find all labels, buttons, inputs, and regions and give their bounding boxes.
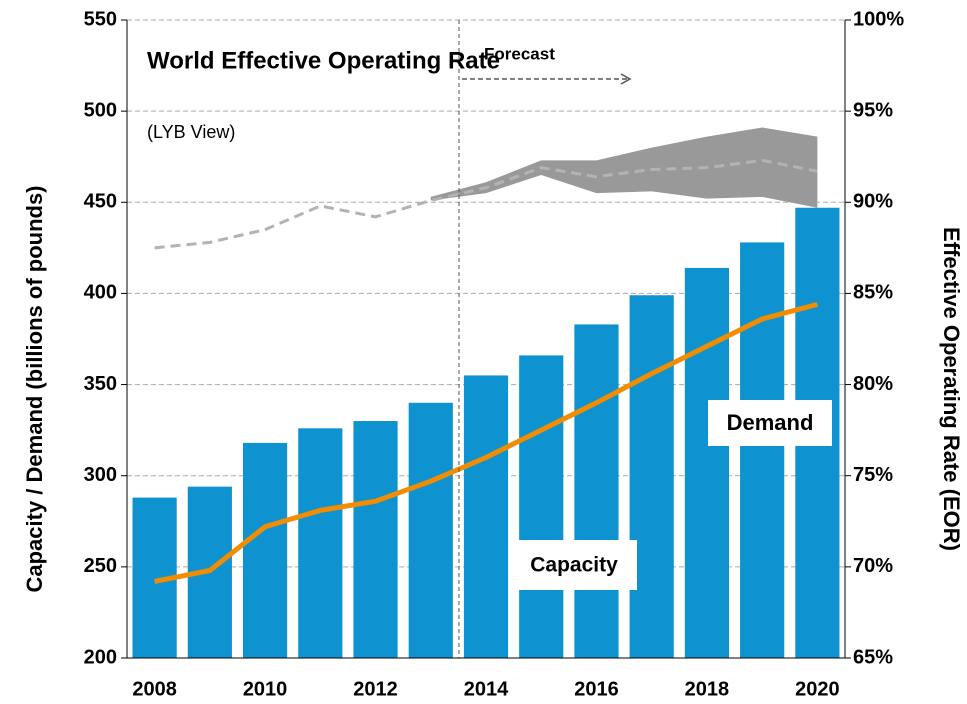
bar xyxy=(519,355,564,658)
rate-line xyxy=(154,158,818,250)
y2-tick-label: 90% xyxy=(853,191,893,213)
y-tick-label: 400 xyxy=(84,282,117,304)
y-tick-label: 300 xyxy=(84,464,117,486)
x-tick-label: 2016 xyxy=(574,678,619,700)
y-tick-label: 350 xyxy=(84,373,117,395)
x-tick-label: 2012 xyxy=(353,678,398,700)
bar xyxy=(574,324,619,658)
y2-tick-label: 70% xyxy=(853,555,893,577)
legend-entry: Demand xyxy=(727,410,814,435)
line xyxy=(154,301,819,584)
legend-entry: Capacity xyxy=(530,554,618,577)
x-tick-label: 2010 xyxy=(243,678,288,700)
y2-tick-label: 65% xyxy=(853,646,893,668)
bar xyxy=(740,242,785,659)
y-tick-label: 200 xyxy=(84,646,117,668)
y-tick-label: 450 xyxy=(84,191,117,213)
bar xyxy=(242,442,288,658)
y2-tick-label: 85% xyxy=(853,282,893,304)
x-tick-label: 2014 xyxy=(464,678,509,700)
y-axis-label: Capacity / Demand (billions of pounds) xyxy=(22,185,47,592)
y2-tick-label: 95% xyxy=(853,99,893,121)
y-tick-label: 500 xyxy=(84,99,117,121)
x-tick-label: 2020 xyxy=(795,678,840,700)
bar xyxy=(353,421,398,658)
y2-tick-label: 80% xyxy=(853,373,893,395)
bar xyxy=(684,267,730,658)
bar xyxy=(463,375,509,658)
y2-axis-label: Effective Operating Rate (EOR) xyxy=(939,227,964,551)
legend-box xyxy=(708,400,832,446)
bar xyxy=(629,295,674,658)
x-tick-label: 2008 xyxy=(132,678,177,700)
forecast-band xyxy=(430,127,818,208)
y2-tick-label: 100% xyxy=(853,8,904,30)
legend-box xyxy=(511,540,637,590)
x-tick-label: 2018 xyxy=(685,678,730,700)
annotation: Forecast xyxy=(484,44,555,63)
y-tick-label: 250 xyxy=(84,555,117,577)
bar xyxy=(408,402,453,658)
chart-title: World Effective Operating Rate xyxy=(147,47,500,74)
bar xyxy=(298,428,343,658)
y-tick-label: 550 xyxy=(84,8,117,30)
chart-subtitle: (LYB View) xyxy=(147,122,235,142)
y2-tick-label: 75% xyxy=(853,464,893,486)
